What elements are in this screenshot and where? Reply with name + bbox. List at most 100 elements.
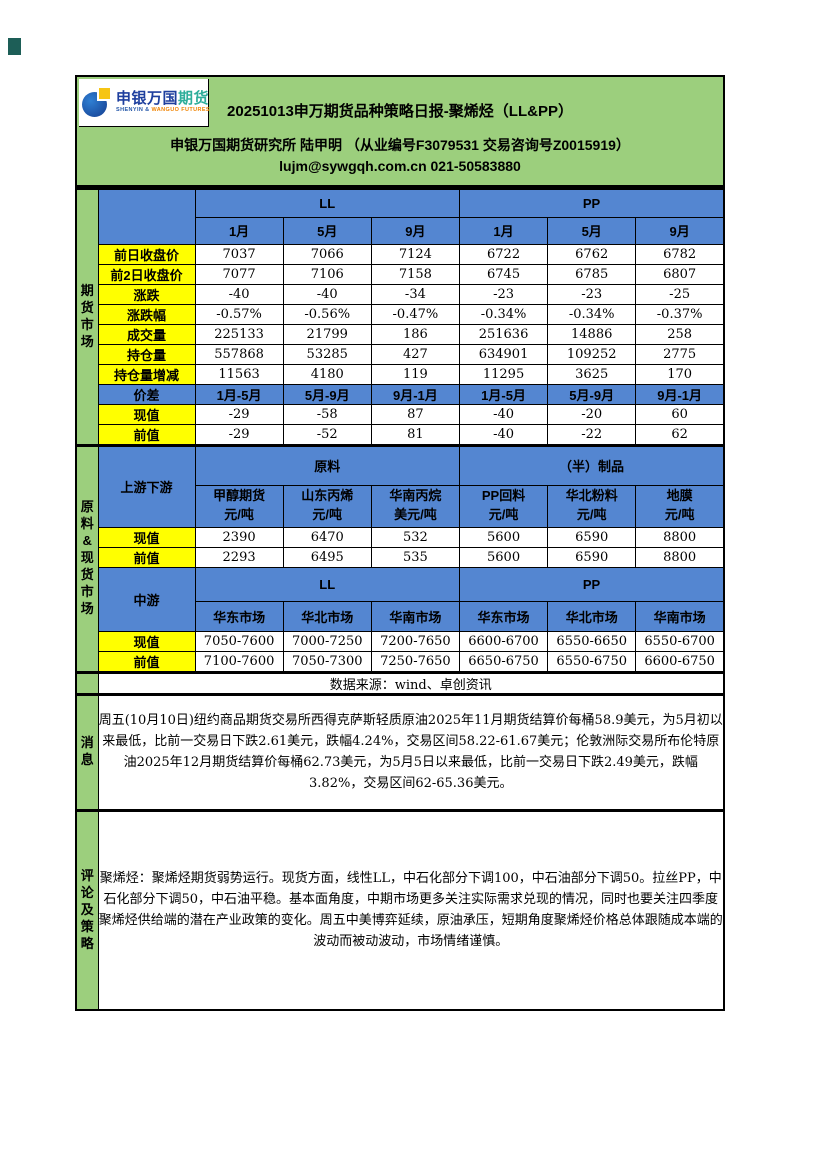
data-cell: 7158 bbox=[370, 263, 460, 285]
data-cell: 7200-7650 bbox=[370, 630, 460, 652]
data-cell: 7050-7600 bbox=[194, 630, 284, 652]
table-row: 前值 7100-7600 7050-7300 7250-7650 6650-67… bbox=[76, 650, 725, 673]
month-header: 1月 bbox=[458, 216, 549, 245]
data-cell: 14886 bbox=[547, 323, 637, 345]
data-cell: 6600-6750 bbox=[635, 650, 725, 673]
data-cell: 557868 bbox=[194, 343, 284, 365]
data-cell: -58 bbox=[282, 403, 372, 425]
spread-col-header: 1月-5月 bbox=[458, 383, 549, 405]
data-cell: 6785 bbox=[547, 263, 637, 285]
data-cell: 2293 bbox=[194, 546, 284, 568]
report-document: 申银万国期货 SHENYIN & WANGUO FUTURES 20251013… bbox=[75, 75, 725, 1011]
data-cell: 6550-6750 bbox=[547, 650, 637, 673]
spread-col-header: 1月-5月 bbox=[194, 383, 284, 405]
data-cell: 5600 bbox=[458, 526, 549, 548]
data-cell: 6590 bbox=[547, 546, 637, 568]
month-header: 1月 bbox=[194, 216, 284, 245]
logo-company-name-en: SHENYIN & WANGUO FUTURES bbox=[116, 107, 210, 114]
col-header: 华北粉料 元/吨 bbox=[547, 484, 637, 528]
group-header-ll: LL bbox=[194, 188, 460, 218]
row-label: 前值 bbox=[97, 423, 196, 446]
data-cell: 7050-7300 bbox=[282, 650, 372, 673]
data-cell: 6590 bbox=[547, 526, 637, 548]
data-cell: 7100-7600 bbox=[194, 650, 284, 673]
page-title: 20251013申万期货品种策略日报-聚烯烃（LL&PP） bbox=[227, 103, 573, 120]
corner-cell bbox=[97, 188, 196, 245]
data-cell: 3625 bbox=[547, 363, 637, 385]
table-row: 前日收盘价 7037 7066 7124 6722 6762 6782 bbox=[76, 243, 725, 265]
row-label: 涨跌 bbox=[97, 283, 196, 305]
table-row: 前值 -29 -52 81 -40 -22 62 bbox=[76, 423, 725, 446]
data-cell: -29 bbox=[194, 403, 284, 425]
col-header: 华东市场 bbox=[458, 600, 549, 632]
data-cell: -40 bbox=[458, 423, 549, 446]
table-row: 现值 -29 -58 87 -40 -20 60 bbox=[76, 403, 725, 425]
comment-text: 聚烯烃：聚烯烃期货弱势运行。现货方面，线性LL，中石化部分下调100，中石油部分… bbox=[97, 808, 725, 1011]
data-cell: 186 bbox=[370, 323, 460, 345]
data-cell: -22 bbox=[547, 423, 637, 446]
group-header-ll: LL bbox=[194, 566, 460, 602]
data-cell: 81 bbox=[370, 423, 460, 446]
data-cell: 53285 bbox=[282, 343, 372, 365]
logo-sphere-icon bbox=[82, 87, 112, 118]
data-cell: 7066 bbox=[282, 243, 372, 265]
col-header: PP回料 元/吨 bbox=[458, 484, 549, 528]
data-cell: -40 bbox=[282, 283, 372, 305]
table-row: 成交量 225133 21799 186 251636 14886 258 bbox=[76, 323, 725, 345]
col-header: 山东丙烯 元/吨 bbox=[282, 484, 372, 528]
row-label: 前值 bbox=[97, 546, 196, 568]
contact-line: lujm@sywgqh.com.cn 021-50583880 bbox=[279, 158, 521, 174]
spread-header-row: 价差 1月-5月 5月-9月 9月-1月 1月-5月 5月-9月 9月-1月 bbox=[76, 383, 725, 405]
logo-company-name: 申银万国期货 bbox=[116, 90, 210, 108]
row-label: 前日收盘价 bbox=[97, 243, 196, 265]
data-cell: 6807 bbox=[635, 263, 725, 285]
spread-col-header: 5月-9月 bbox=[282, 383, 372, 405]
data-cell: 109252 bbox=[547, 343, 637, 365]
author-line: 申银万国期货研究所 陆甲明 （从业编号F3079531 交易咨询号Z001591… bbox=[170, 137, 630, 153]
data-cell: 62 bbox=[635, 423, 725, 446]
corner-artifact bbox=[8, 38, 21, 55]
data-cell: -23 bbox=[458, 283, 549, 305]
data-cell: 634901 bbox=[458, 343, 549, 365]
data-cell: 8800 bbox=[635, 546, 725, 568]
row-label: 持仓量 bbox=[97, 343, 196, 365]
data-cell: 6782 bbox=[635, 243, 725, 265]
spread-col-header: 5月-9月 bbox=[547, 383, 637, 405]
data-cell: 532 bbox=[370, 526, 460, 548]
data-cell: 7124 bbox=[370, 243, 460, 265]
row-label: 前2日收盘价 bbox=[97, 263, 196, 285]
col-header: 华南市场 bbox=[370, 600, 460, 632]
table-row: 前2日收盘价 7077 7106 7158 6745 6785 6807 bbox=[76, 263, 725, 285]
row-label: 成交量 bbox=[97, 323, 196, 345]
data-cell: 8800 bbox=[635, 526, 725, 548]
data-cell: 6762 bbox=[547, 243, 637, 265]
col-header: 华东市场 bbox=[194, 600, 284, 632]
data-cell: 7000-7250 bbox=[282, 630, 372, 652]
data-source-note: 数据来源：wind、卓创资讯 bbox=[97, 670, 725, 695]
table-row: 前值 2293 6495 535 5600 6590 8800 bbox=[76, 546, 725, 568]
data-cell: 119 bbox=[370, 363, 460, 385]
month-header: 5月 bbox=[282, 216, 372, 245]
data-cell: 6550-6700 bbox=[635, 630, 725, 652]
data-cell: 6600-6700 bbox=[458, 630, 549, 652]
month-header: 9月 bbox=[635, 216, 725, 245]
data-cell: 170 bbox=[635, 363, 725, 385]
table-row: 现值 7050-7600 7000-7250 7200-7650 6600-67… bbox=[76, 630, 725, 652]
row-label: 现值 bbox=[97, 403, 196, 425]
data-cell: 87 bbox=[370, 403, 460, 425]
data-cell: -0.37% bbox=[635, 303, 725, 325]
table-row: 持仓量 557868 53285 427 634901 109252 2775 bbox=[76, 343, 725, 365]
data-cell: -29 bbox=[194, 423, 284, 446]
sidebar-spacer bbox=[75, 670, 99, 695]
report-header: 申银万国期货 SHENYIN & WANGUO FUTURES 20251013… bbox=[75, 75, 725, 188]
row-label: 现值 bbox=[97, 630, 196, 652]
report-table: 期 货 市 场 LL PP 1月 5月 9月 1月 5月 9月 前日收盘价 70… bbox=[75, 188, 725, 1011]
col-header: 华南丙烷 美元/吨 bbox=[370, 484, 460, 528]
col-header: 地膜 元/吨 bbox=[635, 484, 725, 528]
data-cell: 7077 bbox=[194, 263, 284, 285]
data-cell: 5600 bbox=[458, 546, 549, 568]
row-label-spread: 价差 bbox=[97, 383, 196, 405]
data-cell: 21799 bbox=[282, 323, 372, 345]
row-label: 持仓量增减 bbox=[97, 363, 196, 385]
